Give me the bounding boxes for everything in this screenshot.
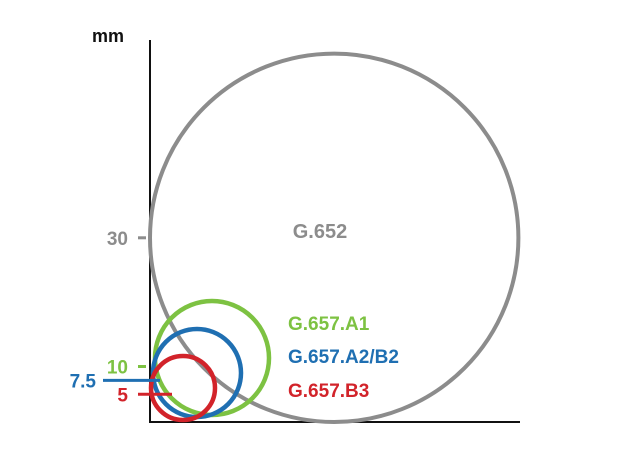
tick-label-10: 10: [107, 358, 128, 379]
circle-g-657-a2-b2: [150, 326, 244, 420]
tick-label-5: 5: [117, 385, 128, 406]
circle-label-g-657-b3: G.657.B3: [288, 381, 369, 402]
tick-label-7-5: 7.5: [70, 371, 97, 392]
y-unit-label: mm: [92, 26, 124, 46]
circle-label-g-652: G.652: [293, 221, 347, 243]
circle-label-g-657-a2-b2: G.657.A2/B2: [288, 347, 399, 368]
circle-label-g-657-a1: G.657.A1: [288, 314, 370, 335]
circle-g-657-b3: [148, 353, 218, 423]
circle-g-652: [148, 51, 521, 424]
tick-label-30: 30: [107, 229, 128, 250]
